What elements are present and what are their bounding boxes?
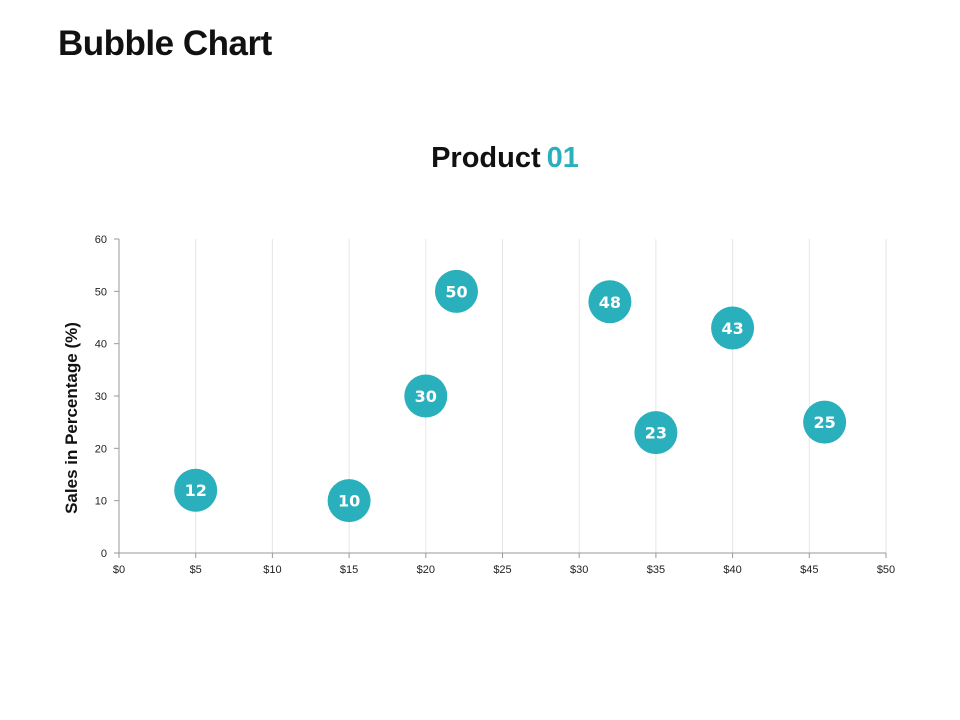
bubble-circle — [434, 269, 478, 313]
page-title: Bubble Chart — [58, 24, 272, 63]
bubble: 50 — [434, 269, 478, 313]
bubble-value-label: 10 — [338, 492, 360, 511]
y-tick-label: 30 — [95, 391, 107, 403]
bubble: 48 — [588, 280, 632, 324]
bubble-value-label: 43 — [721, 319, 743, 338]
bubble: 10 — [327, 479, 371, 523]
bubble-circle — [634, 411, 678, 455]
bubble: 23 — [634, 411, 678, 455]
tick-labels: $0 $5 $10 $15 $20 $25 $30 $35 $40 $45 $50 0 10 20 30 40… — [95, 234, 895, 576]
x-tick-label: $35 — [647, 564, 665, 576]
axes — [114, 238, 887, 558]
chart-title-accent: 01 — [546, 142, 579, 174]
bubble-circle — [588, 280, 632, 324]
bubble-circle — [174, 468, 218, 512]
x-tick-label: $20 — [417, 564, 435, 576]
bubble: 12 — [174, 468, 218, 512]
y-tick-label: 10 — [95, 496, 107, 508]
grid-lines — [195, 239, 887, 553]
y-axis-label: Sales in Percentage (%) — [62, 322, 81, 514]
y-tick-label: 0 — [101, 548, 107, 560]
x-tick-label: $0 — [113, 564, 125, 576]
bubble-value-label: 23 — [645, 424, 667, 443]
bubble-value-label: 25 — [814, 413, 836, 432]
bubble-value-label: 12 — [185, 481, 207, 500]
bubble-circle — [404, 374, 448, 418]
x-tick-label: $15 — [340, 564, 358, 576]
bubble-value-label: 30 — [415, 387, 437, 406]
bubbles: 12 10 30 50 48 23 43 25 — [174, 269, 847, 523]
y-tick-label: 40 — [95, 339, 107, 351]
bubble: 43 — [711, 306, 755, 350]
bubble-circle — [711, 306, 755, 350]
x-tick-label: $5 — [190, 564, 202, 576]
bubble-circle — [327, 479, 371, 523]
x-tick-label: $45 — [800, 564, 818, 576]
bubble-circle — [803, 400, 847, 444]
x-tick-label: $40 — [723, 564, 741, 576]
bubble: 25 — [803, 400, 847, 444]
y-tick-label: 60 — [95, 234, 107, 246]
bubble-value-label: 50 — [445, 282, 467, 301]
bubble: 30 — [404, 374, 448, 418]
chart-title: Product 01 — [0, 142, 960, 175]
y-tick-label: 50 — [95, 286, 107, 298]
x-tick-label: $30 — [570, 564, 588, 576]
chart-title-main: Product — [431, 142, 541, 174]
x-tick-label: $50 — [877, 564, 895, 576]
bubble-value-label: 48 — [599, 293, 621, 312]
x-tick-label: $10 — [263, 564, 281, 576]
y-tick-label: 20 — [95, 443, 107, 455]
x-tick-label: $25 — [493, 564, 511, 576]
